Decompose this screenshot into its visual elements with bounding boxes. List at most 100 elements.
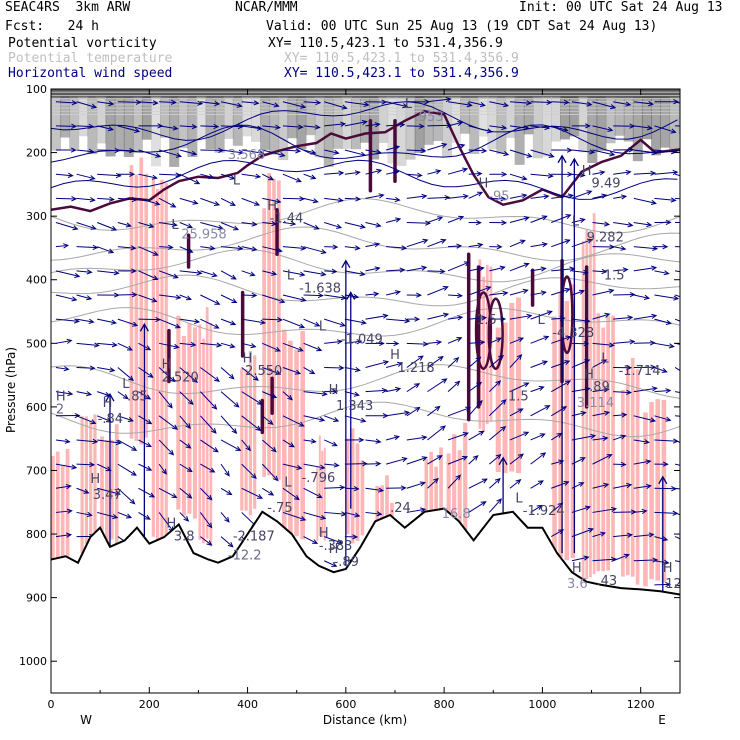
- wind-arrowhead: [681, 442, 686, 446]
- wind-arrowhead: [231, 428, 238, 434]
- wind-arrowhead: [271, 220, 278, 227]
- wind-arrowhead: [648, 532, 655, 538]
- wind-arrowhead: [563, 480, 570, 486]
- wind-arrowhead: [688, 518, 693, 522]
- wind-arrow: [261, 415, 274, 425]
- wind-arrowhead: [175, 294, 182, 300]
- wind-arrowhead: [472, 455, 479, 461]
- wind-arrow: [427, 124, 452, 127]
- wind-arrow: [138, 173, 157, 179]
- wind-arrow: [365, 123, 380, 127]
- pink-column: [457, 450, 462, 524]
- strato-streak: [305, 96, 316, 136]
- wind-arrow: [261, 463, 279, 481]
- wind-arrowhead: [620, 434, 627, 440]
- wind-arrowhead: [214, 376, 220, 382]
- wind-arrow: [324, 197, 343, 202]
- strato-streak: [560, 96, 571, 140]
- wind-arrow: [220, 173, 235, 180]
- wind-arrowhead: [175, 152, 182, 158]
- wind-arrowhead: [297, 346, 304, 352]
- wind-arrowhead: [251, 473, 257, 480]
- wind-arrowhead: [125, 222, 132, 228]
- wind-arrow: [158, 463, 167, 475]
- wind-arrowhead: [457, 315, 464, 321]
- wind-arrow: [138, 246, 158, 256]
- strato-streak: [360, 96, 371, 143]
- wind-arrow: [55, 366, 69, 370]
- wind-arrowhead: [690, 220, 695, 224]
- wind-arrow: [654, 125, 676, 133]
- wind-arrow: [530, 149, 554, 158]
- wind-arrowhead: [627, 315, 634, 321]
- wind-arrowhead: [297, 124, 304, 130]
- wind-arrowhead: [649, 340, 656, 346]
- pink-column: [267, 172, 271, 476]
- wind-arrow: [489, 266, 505, 272]
- wind-arrow: [344, 101, 369, 106]
- wind-arrowhead: [130, 470, 137, 476]
- wind-arrowhead: [688, 374, 693, 378]
- wind-arrowhead: [578, 482, 585, 487]
- wind-arrowhead: [395, 386, 402, 393]
- wind-arrowhead: [130, 245, 137, 251]
- wind-arrowhead: [252, 375, 259, 381]
- wind-arrowhead: [434, 405, 441, 412]
- wind-arrowhead: [353, 391, 360, 397]
- wind-arrow: [633, 342, 655, 344]
- wind-arrowhead: [399, 267, 406, 273]
- wind-arrowhead: [245, 445, 251, 452]
- wind-arrowhead: [663, 270, 670, 276]
- wind-arrowhead: [151, 174, 158, 180]
- wind-arrowhead: [185, 295, 192, 301]
- wind-arrowhead: [627, 222, 634, 228]
- pink-column: [509, 302, 515, 472]
- wind-arrowhead: [257, 493, 264, 499]
- wind-arrowhead: [477, 399, 483, 406]
- west-end-label: W: [80, 713, 92, 727]
- wind-arrow: [76, 342, 99, 346]
- wind-arrowhead: [564, 239, 571, 245]
- y-axis-label: Pressure (hPa): [4, 347, 18, 433]
- strato-streak: [341, 96, 352, 149]
- wind-arrow: [179, 367, 198, 383]
- wind-arrow: [386, 411, 410, 417]
- contour-annotation: -.383: [319, 539, 353, 554]
- contour-annotation: H: [390, 348, 400, 363]
- wind-arrowhead: [253, 100, 260, 106]
- wind-arrowhead: [536, 504, 543, 510]
- contour-annotation: L: [601, 351, 609, 366]
- wind-arrowhead: [227, 541, 234, 548]
- wind-arrowhead: [606, 454, 613, 459]
- wind-arrowhead: [501, 124, 508, 131]
- wind-arrow: [613, 511, 636, 513]
- wind-arrow: [468, 101, 485, 106]
- wind-arrowhead: [339, 321, 346, 327]
- pink-column: [552, 316, 557, 550]
- pink-column: [65, 448, 70, 558]
- wind-arrowhead: [299, 271, 306, 277]
- wind-arrow: [551, 214, 571, 223]
- wind-arrowhead: [360, 319, 367, 325]
- pink-column: [446, 453, 451, 514]
- wind-arrow: [427, 425, 446, 441]
- contour-annotation: -12.2: [228, 548, 262, 563]
- pink-column: [621, 389, 625, 577]
- pink-column: [51, 455, 55, 559]
- wind-arrow: [220, 197, 236, 206]
- wind-arrow: [489, 454, 501, 465]
- wind-arrow: [530, 173, 553, 177]
- wind-arrowhead: [235, 446, 242, 451]
- pink-column: [288, 340, 293, 534]
- strato-streak: [460, 96, 471, 134]
- wind-arrowhead: [151, 297, 158, 303]
- strato-band-dark: [51, 89, 680, 99]
- contour-annotation: H: [329, 542, 339, 557]
- wind-arrow: [633, 485, 651, 489]
- pink-column: [350, 428, 355, 544]
- wind-arrow: [674, 342, 680, 345]
- wind-vector-layer: [51, 96, 695, 598]
- pink-column: [375, 485, 380, 521]
- strato-streak: [578, 96, 589, 153]
- contour-annotation: -1.049: [341, 332, 383, 347]
